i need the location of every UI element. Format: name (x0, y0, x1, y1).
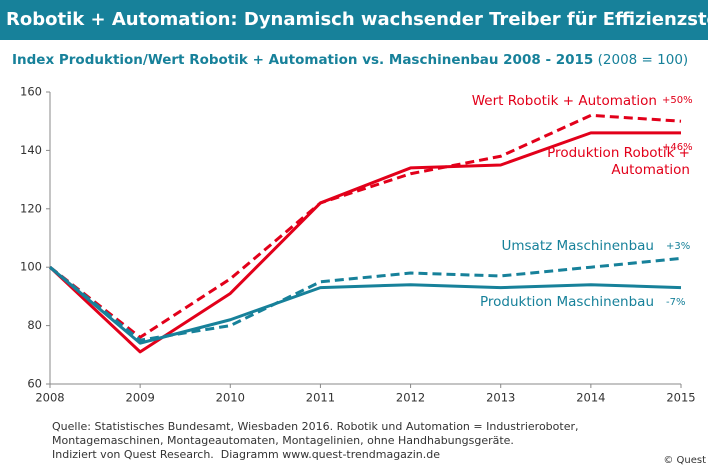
series-annotation: +50% (662, 95, 693, 106)
source-line: Montagemaschinen, Montageautomaten, Mont… (52, 434, 514, 447)
series-annotation: +46% (662, 142, 693, 153)
y-tick-label: 120 (20, 201, 42, 215)
subtitle: Index Produktion/Wert Robotik + Automati… (12, 52, 594, 68)
source-line: Indiziert von Quest Research. Diagramm w… (52, 448, 440, 461)
x-tick-label: 2008 (35, 391, 64, 405)
y-tick-label: 140 (20, 143, 42, 157)
line-series (49, 113, 682, 339)
x-tick-label: 2011 (306, 391, 335, 405)
series-label: Wert Robotik + Automation (471, 93, 657, 109)
series-annotation: +3% (666, 241, 691, 252)
subtitle-note: (2008 = 100) (597, 52, 689, 68)
title: Robotik + Automation: Dynamisch wachsend… (0, 0, 708, 40)
source: Quelle: Statistisches Bundesamt, Wiesbad… (52, 420, 579, 462)
source-line: Quelle: Statistisches Bundesamt, Wiesbad… (52, 420, 579, 433)
x-tick-label: 2009 (126, 391, 155, 405)
y-tick-label: 160 (20, 85, 42, 99)
series-label: Produktion Maschinenbau (479, 294, 654, 310)
x-tick-label: 2014 (576, 391, 605, 405)
line-series (48, 131, 681, 354)
y-tick-label: 80 (27, 318, 42, 332)
x-tick-label: 2010 (216, 391, 245, 405)
x-tick-label: 2015 (666, 391, 695, 405)
series-label: Produktion Robotik + Automation (547, 145, 690, 178)
y-tick-label: 100 (20, 260, 42, 274)
x-tick-label: 2012 (396, 391, 425, 405)
copyright: © Quest (663, 455, 706, 466)
y-tick-label: 60 (27, 377, 42, 391)
line-series (49, 266, 682, 345)
subtitle-row: Index Produktion/Wert Robotik + Automati… (12, 52, 688, 68)
x-tick-label: 2013 (486, 391, 515, 405)
series-annotation: -7% (666, 297, 686, 308)
series-label: Umsatz Maschinenbau (501, 238, 654, 254)
